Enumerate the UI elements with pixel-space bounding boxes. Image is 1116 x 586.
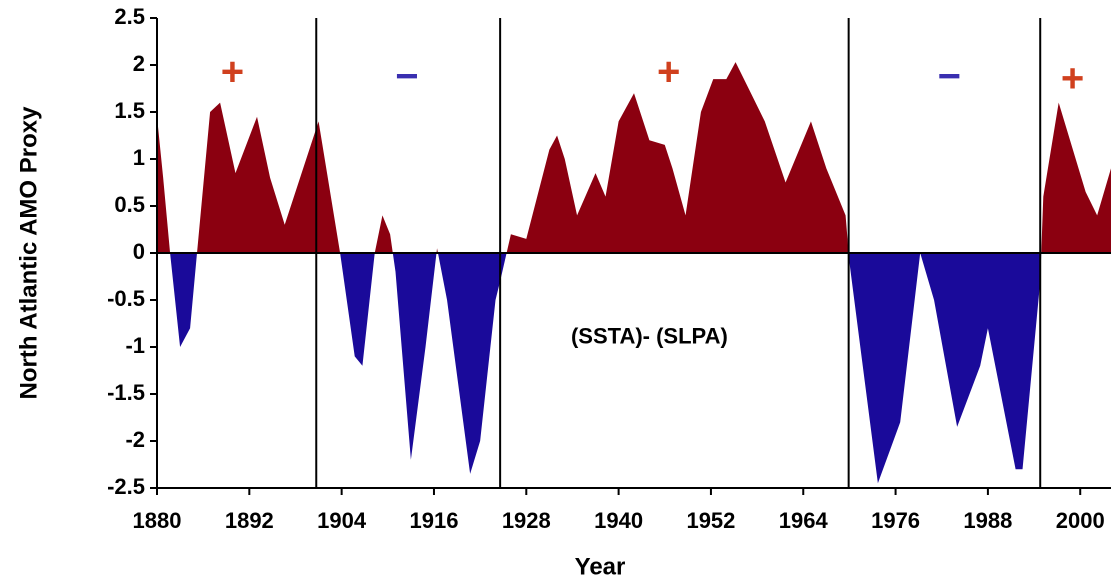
y-tick-label: 0.5	[114, 192, 145, 217]
annotation: +	[221, 50, 244, 94]
annotation: −	[938, 55, 961, 99]
x-tick-label: 2000	[1056, 508, 1105, 533]
y-axis-label: North Atlantic AMO Proxy	[15, 106, 42, 400]
x-axis-label: Year	[575, 553, 626, 580]
x-tick-label: 1940	[594, 508, 643, 533]
x-tick-label: 1976	[871, 508, 920, 533]
x-tick-label: 1952	[686, 508, 735, 533]
x-tick-label: 1892	[225, 508, 274, 533]
y-tick-label: -1.5	[107, 380, 145, 405]
annotation: (SSTA)- (SLPA)	[571, 323, 728, 348]
y-tick-label: 2.5	[114, 4, 145, 29]
y-tick-label: -1	[125, 333, 145, 358]
y-tick-label: 1	[133, 145, 145, 170]
y-tick-label: -2	[125, 427, 145, 452]
x-tick-label: 1916	[409, 508, 458, 533]
positive-area	[157, 62, 1111, 253]
x-tick-label: 1964	[779, 508, 829, 533]
x-tick-label: 1928	[502, 508, 551, 533]
negative-area	[157, 253, 1111, 484]
x-tick-label: 1988	[963, 508, 1012, 533]
y-tick-label: 1.5	[114, 98, 145, 123]
y-tick-label: -0.5	[107, 286, 145, 311]
y-tick-label: 0	[133, 239, 145, 264]
annotation: +	[657, 50, 680, 94]
y-tick-label: -2.5	[107, 474, 145, 499]
annotation: −	[395, 55, 418, 99]
annotation: +	[1061, 57, 1084, 101]
x-tick-label: 1880	[133, 508, 182, 533]
y-tick-label: 2	[133, 51, 145, 76]
x-tick-label: 1904	[317, 508, 367, 533]
